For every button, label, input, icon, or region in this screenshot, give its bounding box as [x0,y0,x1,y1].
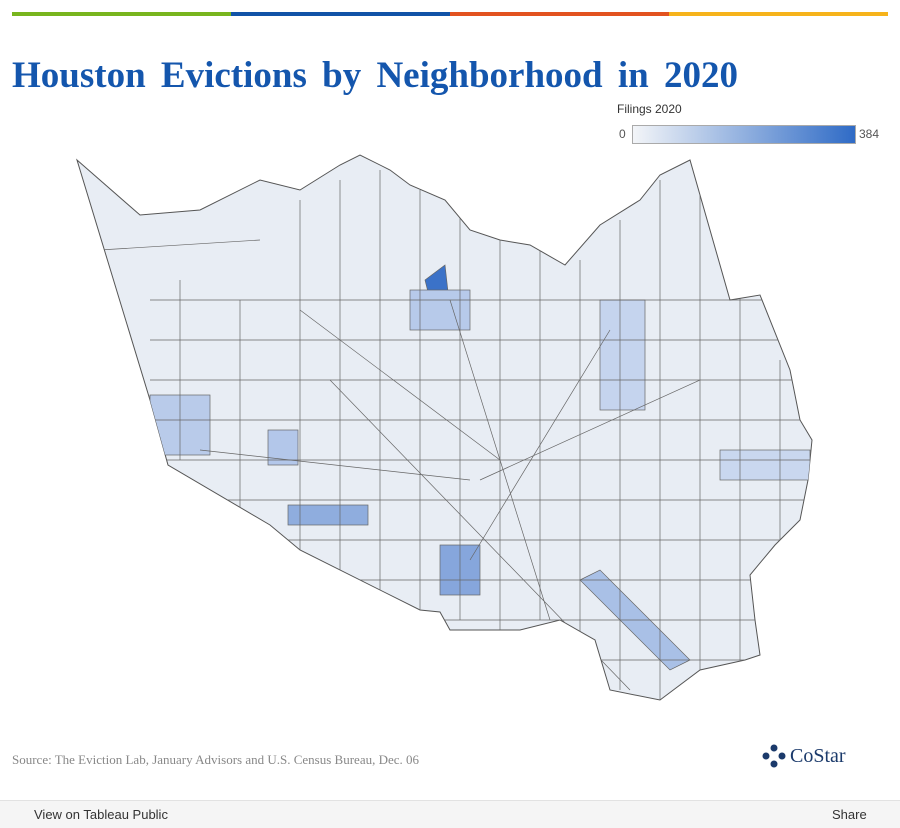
title: Houston Evictions by Neighborhood in 202… [12,55,738,96]
legend-gradient [632,125,856,144]
logo-mark [762,744,786,768]
logo-text: CoStar [790,744,846,767]
share-button[interactable]: Share [832,807,867,822]
county [76,154,813,701]
legend-title: Filings 2020 [617,102,682,116]
view-link[interactable]: View on Tableau Public [34,807,168,822]
map [76,154,813,701]
toolbar: View on Tableau Public Share [0,800,900,828]
stripe [669,12,888,16]
legend-min: 0 [619,127,626,141]
source: Source: The Eviction Lab, January Adviso… [12,752,420,767]
stripe [12,12,231,16]
logo: CoStar [762,744,846,768]
stripe [450,12,669,16]
stripe [231,12,450,16]
legend-max: 384 [859,127,880,141]
tract-boundaries [99,170,811,700]
